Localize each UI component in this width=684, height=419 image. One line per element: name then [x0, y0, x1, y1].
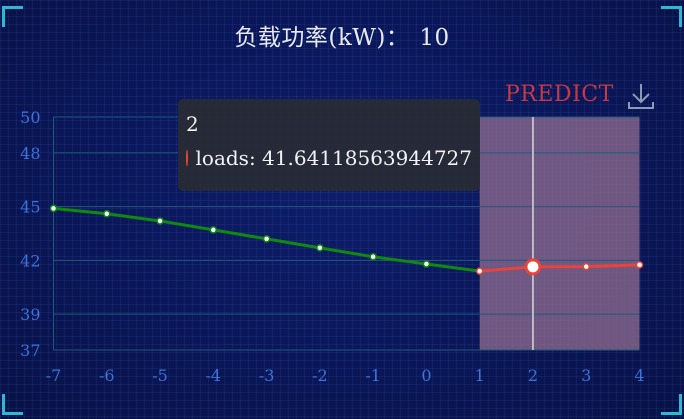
x-tick-label--4: -4 — [206, 366, 222, 385]
x-tick-label--3: -3 — [259, 366, 275, 385]
x-tick-label-4: 4 — [634, 366, 644, 385]
corner-decoration-bottom-left — [2, 394, 23, 415]
data-point-0-6 — [369, 253, 377, 261]
load-power-label: 负载功率(kW)： — [234, 25, 410, 51]
x-tick-label--1: -1 — [365, 366, 381, 385]
x-tick-label-0: 0 — [421, 366, 431, 385]
chart-title: 负载功率(kW)： 10 — [0, 18, 684, 52]
tooltip-title: 2 — [186, 112, 199, 136]
predict-label: PREDICT — [505, 82, 614, 107]
tooltip: 2 loads: 41.64118563944727 — [178, 99, 480, 191]
data-point-0-3 — [209, 226, 218, 234]
data-point-1-2 — [582, 262, 590, 271]
data-point-0-2 — [156, 217, 164, 225]
corner-decoration-top-left — [2, 6, 23, 27]
tooltip-marker — [186, 150, 188, 166]
tooltip-value: 41.64118563944727 — [262, 146, 472, 170]
x-tick-label--5: -5 — [152, 366, 168, 385]
x-tick-label--6: -6 — [99, 366, 115, 385]
data-point-0-1 — [103, 210, 111, 218]
x-tick-label-1: 1 — [475, 366, 485, 385]
tooltip-series-name: loads — [195, 146, 249, 170]
data-point-0-7 — [422, 260, 431, 268]
data-point-1-0 — [475, 267, 484, 275]
predict-region — [479, 117, 640, 350]
y-tick-label-42: 42 — [20, 251, 40, 270]
download-icon[interactable] — [626, 81, 656, 111]
y-tick-label-50: 50 — [20, 108, 40, 127]
y-tick-label-37: 37 — [20, 341, 40, 360]
data-point-0-0 — [49, 204, 58, 213]
series-line-1 — [479, 263, 640, 273]
data-point-0-4 — [262, 235, 271, 243]
corner-decoration-top-right — [661, 6, 682, 27]
x-tick-label-3: 3 — [581, 366, 591, 385]
x-tick-label--7: -7 — [46, 366, 62, 385]
x-tick-label-2: 2 — [528, 366, 538, 385]
data-point-0-5 — [316, 244, 324, 252]
y-tick-label-48: 48 — [20, 144, 40, 163]
data-point-1-1 — [524, 258, 542, 276]
load-power-value: 10 — [419, 25, 450, 51]
y-tick-label-45: 45 — [20, 198, 40, 217]
corner-decoration-bottom-right — [661, 394, 682, 415]
data-point-1-3 — [635, 261, 644, 269]
tooltip-row: loads: 41.64118563944727 — [186, 147, 472, 169]
x-tick-label--2: -2 — [312, 366, 328, 385]
y-tick-label-39: 39 — [20, 305, 40, 324]
tooltip-separator: : — [248, 146, 263, 170]
